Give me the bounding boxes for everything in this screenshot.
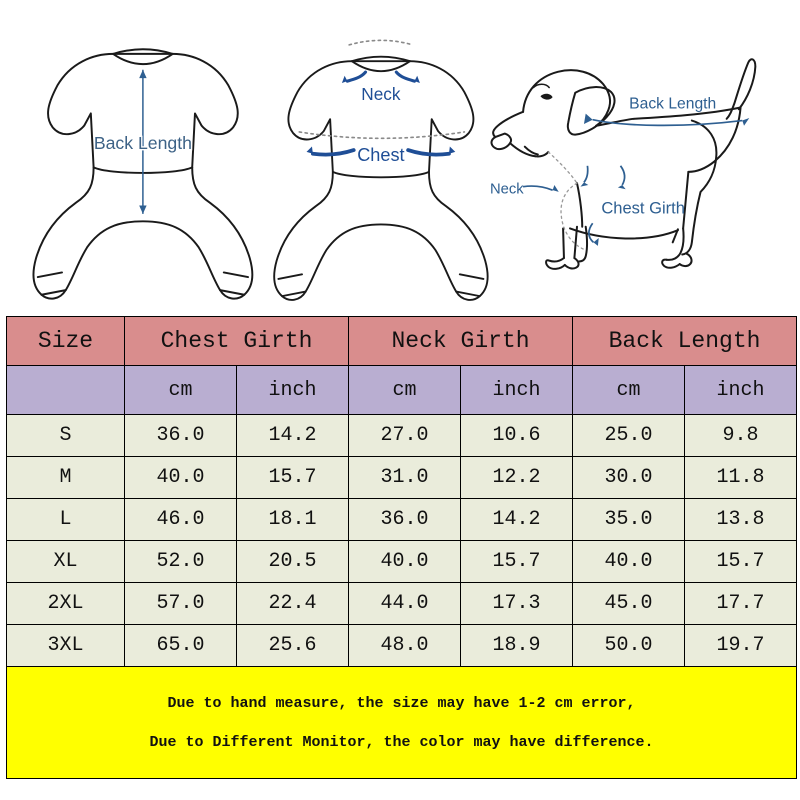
svg-text:Back Length: Back Length xyxy=(629,95,716,112)
svg-text:Chest: Chest xyxy=(357,145,404,165)
svg-text:Neck: Neck xyxy=(490,182,524,198)
svg-text:Neck: Neck xyxy=(361,84,401,104)
svg-text:Back Length: Back Length xyxy=(94,133,192,153)
svg-text:Chest Girth: Chest Girth xyxy=(601,199,685,218)
